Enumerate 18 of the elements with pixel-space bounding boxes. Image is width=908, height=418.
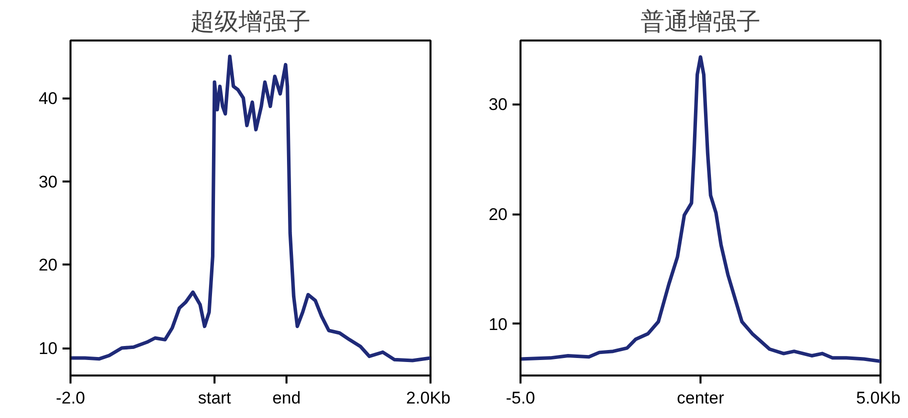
y-tick-label: 20 bbox=[38, 256, 58, 275]
x-tick-label: end bbox=[272, 388, 301, 408]
x-tick-label: center bbox=[676, 388, 724, 408]
y-tick-label: 20 bbox=[488, 205, 508, 224]
x-tick-label: 5.0Kb bbox=[856, 388, 901, 408]
y-tick-label: 10 bbox=[488, 314, 508, 334]
x-tick-label: 2.0Kb bbox=[406, 388, 451, 408]
y-tick-label: 30 bbox=[38, 172, 58, 192]
line-series bbox=[520, 55, 880, 363]
chart-title: 超级增强子 bbox=[190, 8, 310, 36]
chart-title: 普通增强子 bbox=[640, 8, 760, 36]
line-series bbox=[70, 54, 430, 362]
x-tick-label: -2.0 bbox=[56, 388, 86, 408]
x-tick-label: -5.0 bbox=[506, 388, 536, 408]
y-tick-label: 10 bbox=[38, 339, 58, 358]
x-tick-label: start bbox=[198, 388, 232, 408]
y-tick-label: 40 bbox=[38, 89, 58, 108]
y-tick-label: 30 bbox=[488, 95, 508, 114]
